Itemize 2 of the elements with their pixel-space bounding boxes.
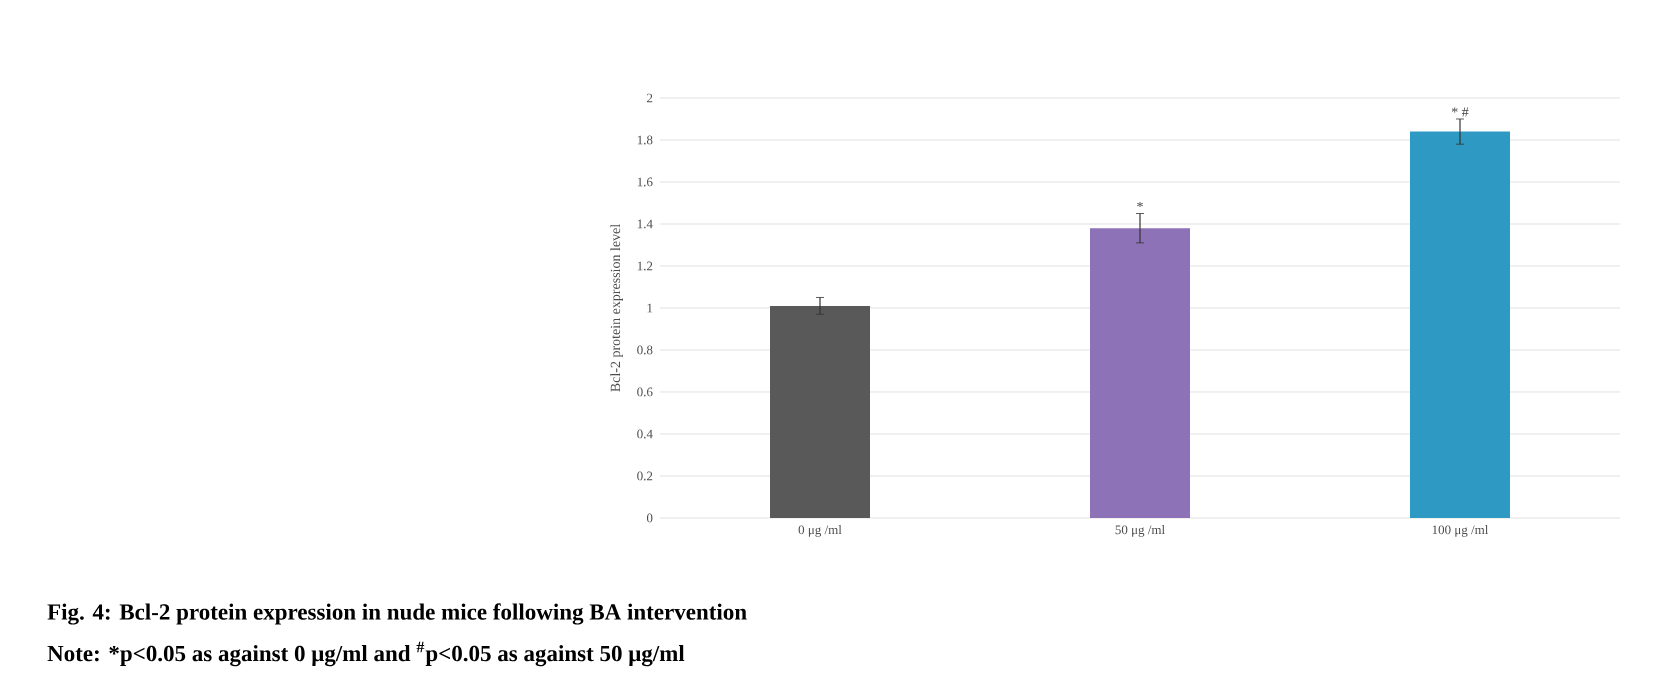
text: Note: *p<0.05 as against 0 μg/ml and $^{#}$p<0.05 as against 50 μg/ml xyxy=(47,641,685,667)
text: Fig. 4: Bcl-2 protein expression in nude mice following BA intervention xyxy=(47,603,747,625)
